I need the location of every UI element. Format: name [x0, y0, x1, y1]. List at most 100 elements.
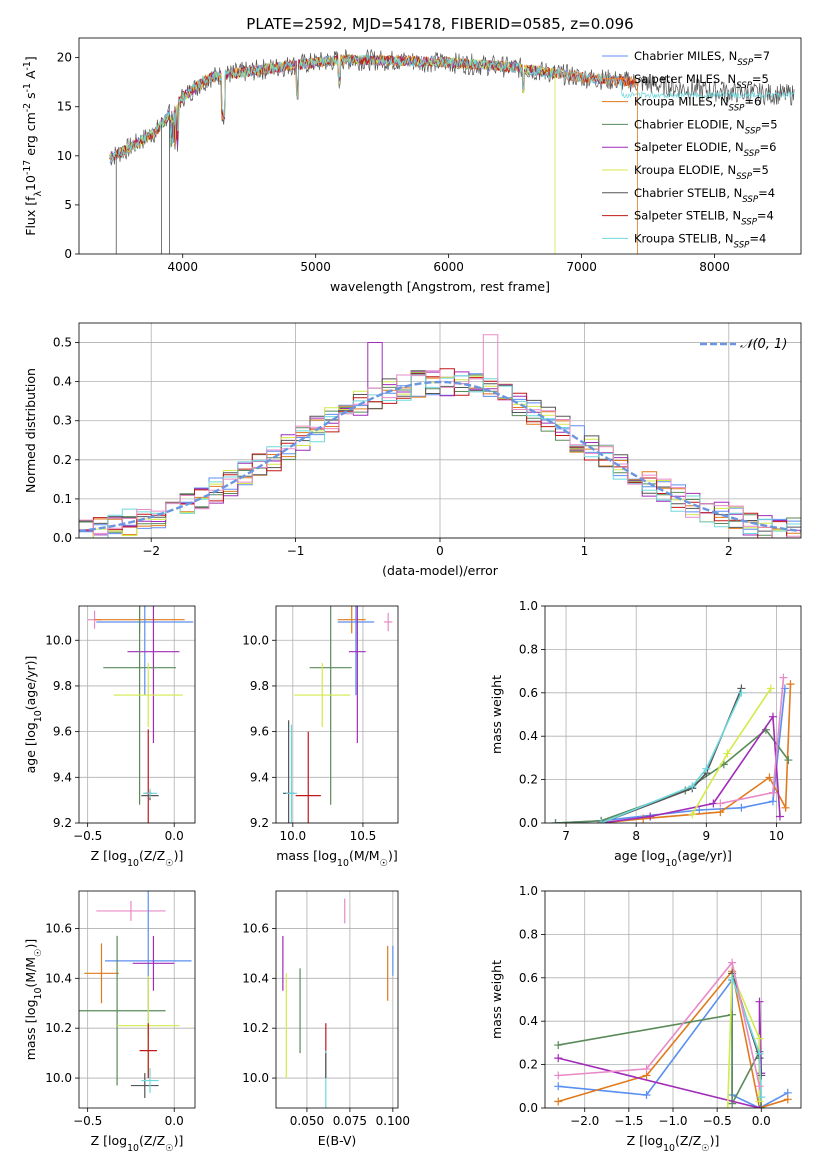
x-tick-label: 0.050	[290, 1114, 324, 1128]
weight-marker-kroupa_miles	[765, 773, 774, 782]
y-tick-label: 0.1	[53, 492, 72, 506]
y-tick-label: 9.4	[53, 770, 72, 784]
weight-marker-chabrier_miles	[695, 805, 704, 814]
y-tick-label: 1.0	[519, 884, 538, 898]
mass-weight-vs-age-panel: 7 8 9 10 0.0 0.2 0.4 0.6 0.8 1.0 age [log10(age/yr…	[489, 599, 802, 869]
y-tick-label: 10.6	[242, 921, 269, 935]
weight-marker-chabrier_elodie	[757, 1104, 766, 1108]
x-tick-label: 9	[702, 829, 710, 843]
y-tick-label: 0.5	[53, 336, 72, 350]
weight-marker-kroupa_elodie	[723, 749, 732, 758]
spectrum-panel: PLATE=2592, MJD=54178, FIBERID=0585, z=0…	[22, 15, 802, 294]
mass-weight-vs-z-panel: −2.0 −1.5 −1.0 −0.5 0.0 0.0 0.2 0.4 0.6 0.8 1.0 Z […	[489, 884, 802, 1154]
weight-marker-pink	[716, 799, 725, 808]
y-tick-label: 10.0	[45, 1071, 72, 1085]
x-tick-label: 0.0	[165, 1114, 184, 1128]
y-axis-label: Flux [fλ10-17 erg cm-2 s-1 A-1]	[22, 56, 44, 235]
error-bars	[87, 606, 194, 823]
x-tick-label: 10	[769, 829, 784, 843]
y-tick-label: 10.6	[45, 921, 72, 935]
weight-marker-chabrier_miles	[642, 1090, 651, 1099]
weight-marker-kroupa_miles	[554, 1097, 563, 1106]
y-tick-label: 10.2	[45, 1021, 72, 1035]
x-tick-label: −1.0	[658, 1114, 687, 1128]
legend-label: 𝒩(0, 1)	[740, 337, 787, 352]
error-bars	[283, 606, 393, 823]
y-axis-label: mass [log10(M/M☉)]	[23, 939, 44, 1061]
y-tick-label: 0.8	[519, 927, 538, 941]
x-tick-label: −1.5	[614, 1114, 643, 1128]
x-tick-label: 1	[581, 544, 589, 558]
residual-histogram-panel: −2 −1 0 1 2 0.0 0.1 0.2 0.3 0.4 0.5 (data-model)/er…	[23, 322, 802, 578]
weight-marker-kroupa_stelib	[737, 688, 746, 697]
x-tick-label: 0.100	[376, 1114, 410, 1128]
axes-frame	[544, 605, 802, 824]
x-tick-label: −2.0	[570, 1114, 599, 1128]
legend-label: Salpeter STELIB, NSSP=4	[634, 209, 774, 228]
y-tick-label: 10.2	[242, 1021, 269, 1035]
axes-frame	[78, 322, 802, 539]
legend-label: Chabrier ELODIE, NSSP=5	[634, 117, 778, 136]
axes-frame	[275, 890, 399, 1109]
y-tick-label: 0.2	[519, 1058, 538, 1072]
weight-marker-chabrier_miles	[768, 797, 777, 806]
legend-label: Kroupa MILES, NSSP=6	[634, 95, 761, 114]
histogram-steps	[79, 334, 801, 538]
x-tick-label: −2	[142, 544, 160, 558]
y-tick-label: 10.4	[45, 971, 72, 985]
spectrum-line-kroupa_stelib	[109, 54, 795, 161]
x-tick-label: 5000	[300, 260, 331, 274]
weight-marker-chabrier_elodie	[728, 1010, 737, 1019]
error-bars	[79, 891, 192, 1099]
x-axis-label: age [log10(age/yr)]	[614, 848, 732, 869]
y-tick-label: 9.2	[53, 816, 72, 830]
y-tick-label: 9.8	[250, 679, 269, 693]
x-tick-label: 6000	[433, 260, 464, 274]
weight-marker-kroupa_stelib	[757, 1093, 766, 1102]
y-tick-label: 5	[64, 198, 72, 212]
weight-marker-kroupa_stelib	[597, 819, 606, 823]
y-axis-label: Normed distribution	[23, 368, 38, 493]
spectrum-curves	[109, 48, 795, 254]
y-tick-label: 15	[57, 100, 72, 114]
y-tick-label: 10.0	[242, 1071, 269, 1085]
age-vs-mass-panel: 10.0 10.5 9.2 9.4 9.6 9.8 10.0 mass [log10(M/M☉…	[242, 605, 399, 869]
x-axis-label: (data-model)/error	[382, 563, 499, 578]
weight-marker-kroupa_stelib	[688, 782, 697, 791]
weight-lines	[554, 958, 792, 1108]
hist-series-pink	[79, 334, 801, 538]
axes-frame	[544, 890, 802, 1109]
legend-label: Salpeter MILES, NSSP=5	[634, 72, 769, 91]
y-tick-label: 9.6	[250, 725, 269, 739]
x-tick-label: 7	[562, 829, 570, 843]
weight-marker-kroupa_miles	[716, 808, 725, 817]
y-tick-label: 0.0	[519, 816, 538, 830]
weight-line-kroupa_miles	[601, 684, 792, 823]
weight-marker-kroupa_miles	[783, 1095, 792, 1104]
weight-marker-pink	[642, 1064, 651, 1073]
legend-label: Chabrier STELIB, NSSP=4	[634, 186, 775, 205]
weight-marker-salpeter_elodie	[775, 812, 784, 821]
weight-marker-salpeter_elodie	[646, 812, 655, 821]
x-axis-label: mass [log10(M/M☉)]	[276, 848, 398, 869]
weight-line-salpeter_elodie	[600, 714, 781, 823]
y-axis-label: age [log10(age/yr)]	[23, 656, 44, 774]
mass-vs-ebv-panel: 0.050 0.075 0.100 10.0 10.2 10.4 10.6 E(B-V)	[242, 890, 410, 1148]
x-tick-label: 0.075	[333, 1114, 367, 1128]
x-axis-label: wavelength [Angstrom, rest frame]	[330, 279, 550, 294]
weight-marker-pink	[554, 1071, 563, 1080]
y-tick-label: 10.0	[242, 633, 269, 647]
weight-marker-salpeter_elodie	[755, 997, 764, 1006]
x-tick-label: 0.0	[165, 829, 184, 843]
y-tick-label: 10.4	[242, 971, 269, 985]
weight-marker-kroupa_stelib	[702, 764, 711, 773]
weight-marker-kroupa_miles	[786, 680, 795, 689]
age-vs-z-panel: −0.5 0.0 9.2 9.4 9.6 9.8 10.0 Z [log10(Z/Z☉)] ag…	[23, 605, 196, 869]
weight-marker-pink	[779, 673, 788, 682]
y-axis-label: mass weight	[489, 675, 504, 754]
weight-marker-kroupa_elodie	[688, 810, 697, 819]
weight-marker-kroupa_stelib	[755, 1049, 764, 1058]
legend-label: Chabrier MILES, NSSP=7	[634, 49, 770, 68]
weight-line-chabrier_elodie	[555, 728, 790, 823]
